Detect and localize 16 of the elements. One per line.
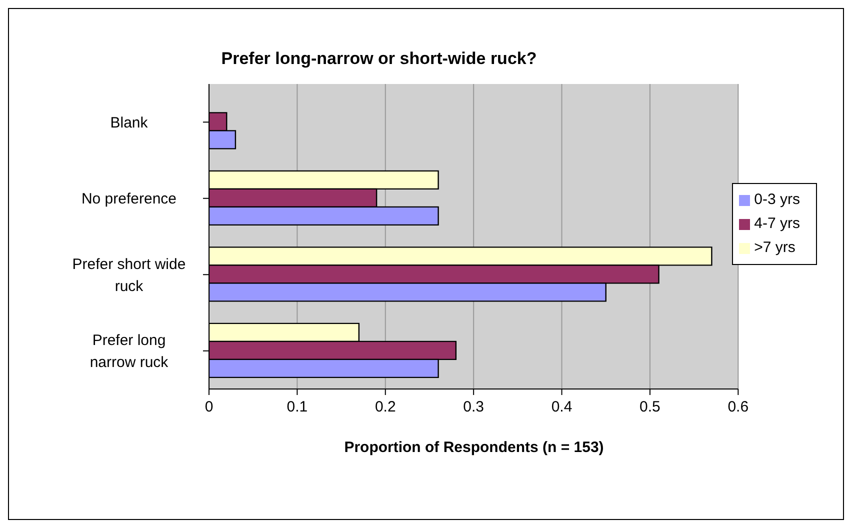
y-tick-label: No preference <box>81 190 177 208</box>
y-tick-label: Prefer long narrow ruck <box>90 332 169 372</box>
x-tick-label: 0 <box>204 398 214 416</box>
y-tick-label: Prefer short wide ruck <box>72 256 186 295</box>
x-tick-label: 0.4 <box>551 398 572 416</box>
chart-title: Prefer long-narrow or short-wide ruck? <box>220 49 538 69</box>
x-axis-title: Proportion of Respondents (n = 153) <box>343 439 605 456</box>
legend-label: 0-3 yrs <box>754 191 800 208</box>
x-tick-label: 0.1 <box>286 398 308 416</box>
y-tick-label: Blank <box>110 114 148 132</box>
x-tick-label: 0.5 <box>640 398 660 416</box>
x-tick-label: 0.3 <box>463 398 484 416</box>
legend-label: 4-7 yrs <box>754 215 800 232</box>
x-tick-label: 0.2 <box>374 398 396 416</box>
x-tick-label: 0.6 <box>728 398 749 416</box>
legend-label: >7 yrs <box>754 239 796 256</box>
